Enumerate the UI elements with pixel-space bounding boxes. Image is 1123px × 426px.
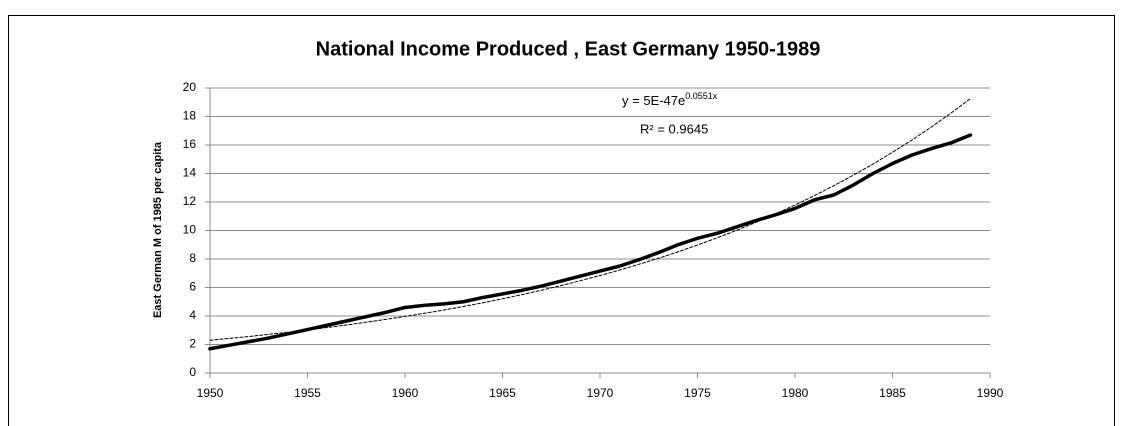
trend-equation: y = 5E-47e0.0551x <box>622 91 718 108</box>
r-squared: R² = 0.9645 <box>640 121 708 136</box>
y-axis-label: East German M of 1985 per capita <box>152 141 164 318</box>
chart-frame <box>8 15 1115 426</box>
x-tick-label: 1970 <box>587 386 614 400</box>
y-tick-label: 0 <box>189 365 196 379</box>
trend-line <box>209 98 971 341</box>
y-tick-label: 10 <box>183 223 197 237</box>
data-line <box>208 133 973 351</box>
x-tick-label: 1955 <box>294 386 321 400</box>
y-tick-label: 12 <box>183 194 197 208</box>
equation-base: y = 5E-47e <box>622 93 685 108</box>
x-tick-label: 1980 <box>782 386 809 400</box>
x-tick-label: 1985 <box>879 386 906 400</box>
x-tick-label: 1950 <box>197 386 224 400</box>
chart-title: National Income Produced , East Germany … <box>316 38 821 60</box>
y-tick-label: 16 <box>183 137 197 151</box>
y-tick-label: 4 <box>189 308 196 322</box>
y-tick-label: 20 <box>183 80 197 94</box>
x-tick-label: 1965 <box>489 386 516 400</box>
y-tick-label: 8 <box>189 251 196 265</box>
y-tick-label: 6 <box>189 280 196 294</box>
x-tick-label: 1960 <box>392 386 419 400</box>
y-tick-label: 14 <box>183 166 197 180</box>
x-tick-label: 1975 <box>684 386 711 400</box>
y-tick-label: 18 <box>183 109 197 123</box>
y-tick-label: 2 <box>189 337 196 351</box>
equation-exponent: 0.0551x <box>685 91 718 101</box>
x-tick-label: 1990 <box>977 386 1004 400</box>
